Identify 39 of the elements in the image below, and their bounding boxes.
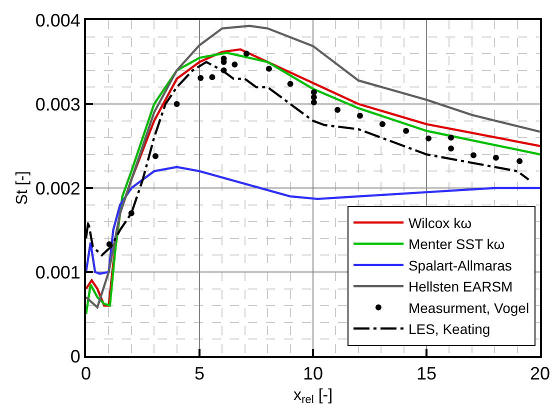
point	[470, 152, 476, 158]
y-tick-label: 0	[70, 346, 80, 366]
point	[334, 106, 341, 113]
point	[516, 158, 523, 164]
point	[209, 74, 216, 80]
point	[310, 89, 317, 96]
point	[356, 112, 363, 119]
point	[198, 74, 204, 81]
legend-label: Measurment, Vogel	[408, 300, 530, 316]
x-axis-title: x$_{rel}$ [-]	[293, 386, 333, 406]
line-series	[86, 166, 540, 275]
point	[492, 154, 499, 161]
point	[310, 94, 317, 100]
y-tick-label: 0.001	[35, 262, 80, 282]
point	[232, 62, 238, 68]
y-tick-label: 0.002	[35, 178, 80, 198]
legend-label: Menter SST kω	[408, 236, 505, 252]
x-tick-label: 10	[302, 364, 324, 384]
point	[243, 50, 250, 57]
y-tick-label: 0.003	[35, 94, 80, 114]
point	[287, 80, 294, 87]
point	[310, 99, 317, 106]
point	[174, 101, 180, 107]
legend-label: LES, Keating	[408, 320, 490, 337]
x-tick-label: 15	[416, 364, 437, 384]
point	[448, 146, 454, 152]
point	[403, 128, 410, 134]
legend-label: Wilcox kω	[408, 214, 472, 231]
x-tick-label: 5	[194, 364, 205, 384]
point	[448, 134, 454, 141]
legend-label: Spalart-Allmaras	[408, 257, 512, 274]
y-axis-title: St [-]	[14, 171, 31, 205]
point	[152, 153, 158, 160]
y-tick-label: 0.004	[35, 10, 80, 30]
point	[426, 135, 432, 142]
point	[379, 121, 386, 128]
x-tick-label: 20	[530, 364, 550, 384]
legend-label: Hellsten EARSM	[408, 278, 513, 295]
point	[266, 66, 272, 72]
